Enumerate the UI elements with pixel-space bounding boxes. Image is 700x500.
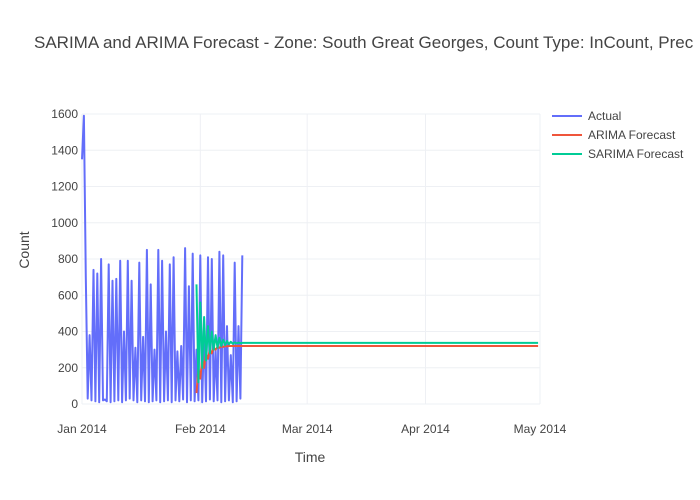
y-tick-label: 400 <box>58 325 78 339</box>
y-tick-label: 600 <box>58 288 78 302</box>
y-tick-label: 200 <box>58 361 78 375</box>
legend: Actual ARIMA Forecast SARIMA Forecast <box>552 106 683 163</box>
chart-title: SARIMA and ARIMA Forecast - Zone: South … <box>34 33 694 52</box>
x-tick-label: Feb 2014 <box>175 422 226 436</box>
x-tick-label: Apr 2014 <box>401 422 450 436</box>
y-tick-label: 1200 <box>51 180 78 194</box>
x-axis-label: Time <box>294 449 326 465</box>
y-tick-label: 1600 <box>51 107 78 121</box>
legend-label-sarima: SARIMA Forecast <box>588 146 684 161</box>
legend-swatch-sarima <box>552 152 582 155</box>
y-tick-label: 0 <box>71 397 78 411</box>
series-line-arima-forecast <box>195 345 539 394</box>
legend-item-actual[interactable]: Actual <box>552 106 683 125</box>
x-tick-label: Jan 2014 <box>57 422 107 436</box>
x-tick-label: Mar 2014 <box>282 422 333 436</box>
legend-item-arima[interactable]: ARIMA Forecast <box>552 125 683 144</box>
y-tick-label: 1000 <box>51 216 78 230</box>
legend-swatch-arima <box>552 133 582 136</box>
legend-swatch-actual <box>552 114 582 117</box>
y-axis-label: Count <box>16 231 32 269</box>
x-tick-label: May 2014 <box>514 422 567 436</box>
legend-item-sarima[interactable]: SARIMA Forecast <box>552 144 683 163</box>
legend-label-arima: ARIMA Forecast <box>588 127 676 142</box>
y-tick-label: 1400 <box>51 143 78 157</box>
y-tick-label: 800 <box>58 252 78 266</box>
legend-label-actual: Actual <box>588 108 622 123</box>
series-line-sarima-forecast <box>195 284 539 384</box>
